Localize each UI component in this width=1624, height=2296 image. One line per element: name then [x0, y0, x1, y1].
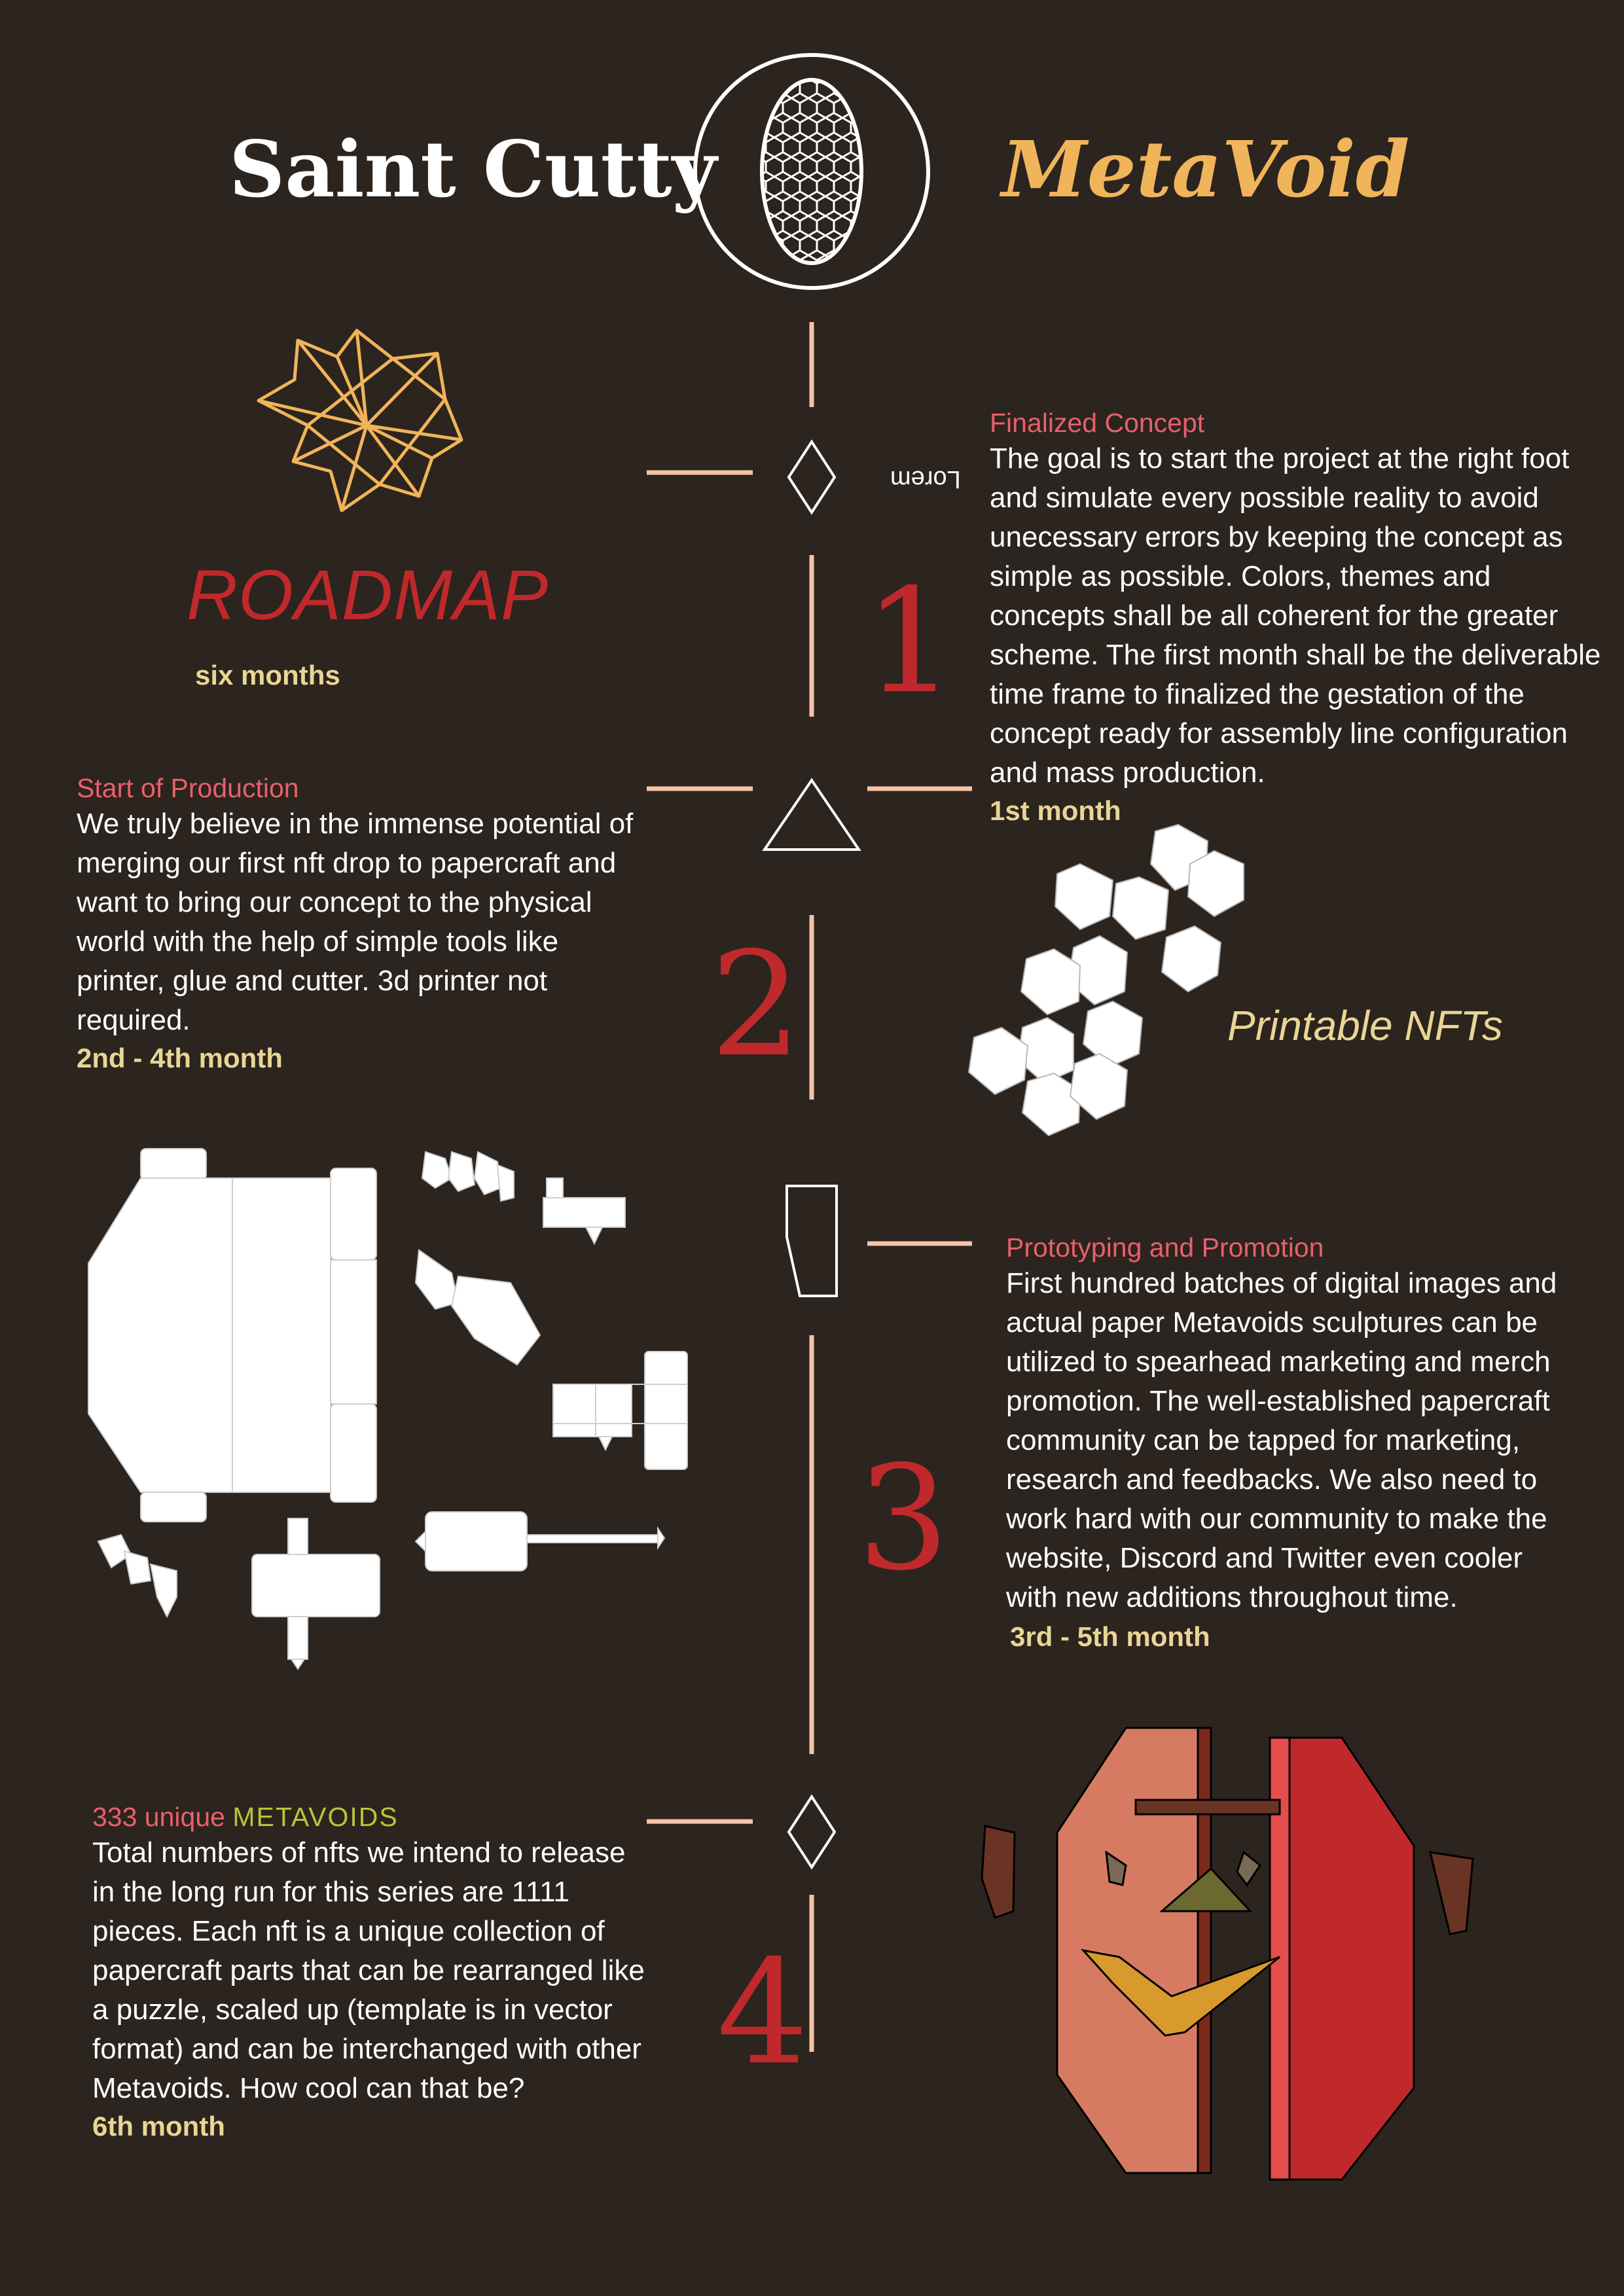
- milestone-4-heading-highlight: METAVOIDS: [232, 1802, 399, 1832]
- milestone-4-heading-prefix: 333 unique: [92, 1802, 233, 1832]
- logo-egg-icon: [693, 53, 930, 290]
- milestone-number-2: 2: [710, 921, 802, 1088]
- header-left-title: Saint Cutty: [229, 124, 717, 215]
- pentagon-marker-icon: [785, 1185, 838, 1297]
- gold-polyhedron-icon: [257, 329, 463, 512]
- lorem-label: Lorem: [890, 465, 961, 493]
- milestone-3-period: 3rd - 5th month: [1010, 1621, 1210, 1653]
- milestone-3: Prototyping and Promotion First hundred …: [1006, 1232, 1569, 1653]
- timeline-connectors: [647, 470, 972, 1824]
- milestone-2-heading: Start of Production: [77, 773, 299, 803]
- printable-nfts-label: Printable NFTs: [1227, 1002, 1503, 1049]
- milestone-number-4: 4: [717, 1929, 808, 2096]
- milestone-1: Finalized Concept The goal is to start t…: [990, 407, 1605, 827]
- papercraft-template-icon: [88, 1148, 688, 1670]
- milestone-1-heading: Finalized Concept: [990, 408, 1205, 438]
- milestone-4: 333 unique METAVOIDS Total numbers of nf…: [92, 1801, 655, 2142]
- milestone-3-heading: Prototyping and Promotion: [1006, 1232, 1324, 1263]
- papercraft-net-icon: [967, 823, 1244, 1137]
- milestone-number-1: 1: [864, 558, 956, 725]
- roadmap-duration: six months: [195, 660, 340, 691]
- milestone-3-body: First hundred batches of digital images …: [1006, 1267, 1557, 1614]
- header-right-title: MetaVoid: [1001, 124, 1410, 215]
- diamond-marker-icon: [787, 439, 837, 515]
- milestone-number-3: 3: [857, 1435, 949, 1602]
- milestone-2-period: 2nd - 4th month: [77, 1043, 283, 1074]
- milestone-1-body: The goal is to start the project at the …: [990, 442, 1601, 789]
- milestone-4-period: 6th month: [92, 2111, 225, 2142]
- milestone-1-period: 1st month: [990, 795, 1121, 827]
- diamond-marker-icon-2: [787, 1794, 837, 1870]
- milestone-2: Start of Production We truly believe in …: [77, 772, 646, 1074]
- milestone-2-body: We truly believe in the immense potentia…: [77, 808, 634, 1037]
- milestone-4-heading: 333 unique METAVOIDS: [92, 1801, 655, 1833]
- roadmap-title: ROADMAP: [187, 555, 549, 634]
- triangle-marker-icon: [762, 778, 861, 851]
- milestone-4-body: Total numbers of nfts we intend to relea…: [92, 1837, 645, 2105]
- metavoid-face-icon: [981, 1727, 1474, 2181]
